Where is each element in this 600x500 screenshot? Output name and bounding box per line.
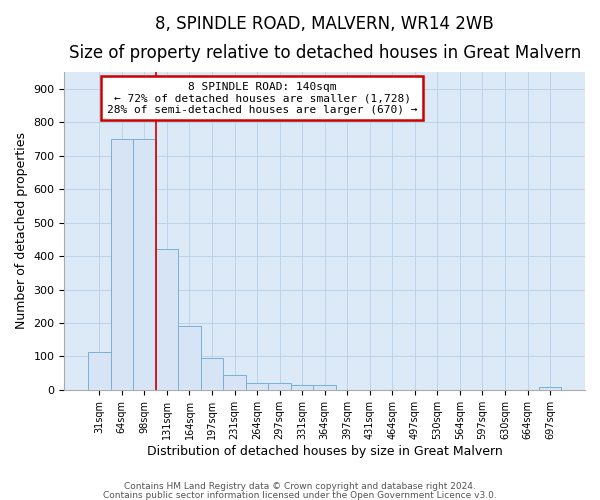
Bar xyxy=(313,385,336,390)
Bar xyxy=(178,326,201,390)
Bar xyxy=(223,375,246,390)
Bar xyxy=(291,385,313,390)
Bar xyxy=(155,250,178,390)
Title: 8, SPINDLE ROAD, MALVERN, WR14 2WB
Size of property relative to detached houses : 8, SPINDLE ROAD, MALVERN, WR14 2WB Size … xyxy=(68,15,581,62)
Bar xyxy=(201,358,223,390)
Text: 8 SPINDLE ROAD: 140sqm
← 72% of detached houses are smaller (1,728)
28% of semi-: 8 SPINDLE ROAD: 140sqm ← 72% of detached… xyxy=(107,82,418,115)
Text: Contains public sector information licensed under the Open Government Licence v3: Contains public sector information licen… xyxy=(103,490,497,500)
X-axis label: Distribution of detached houses by size in Great Malvern: Distribution of detached houses by size … xyxy=(147,444,503,458)
Text: Contains HM Land Registry data © Crown copyright and database right 2024.: Contains HM Land Registry data © Crown c… xyxy=(124,482,476,491)
Y-axis label: Number of detached properties: Number of detached properties xyxy=(15,132,28,330)
Bar xyxy=(88,352,110,390)
Bar xyxy=(539,387,562,390)
Bar xyxy=(268,383,291,390)
Bar xyxy=(110,139,133,390)
Bar xyxy=(133,139,155,390)
Bar xyxy=(246,383,268,390)
